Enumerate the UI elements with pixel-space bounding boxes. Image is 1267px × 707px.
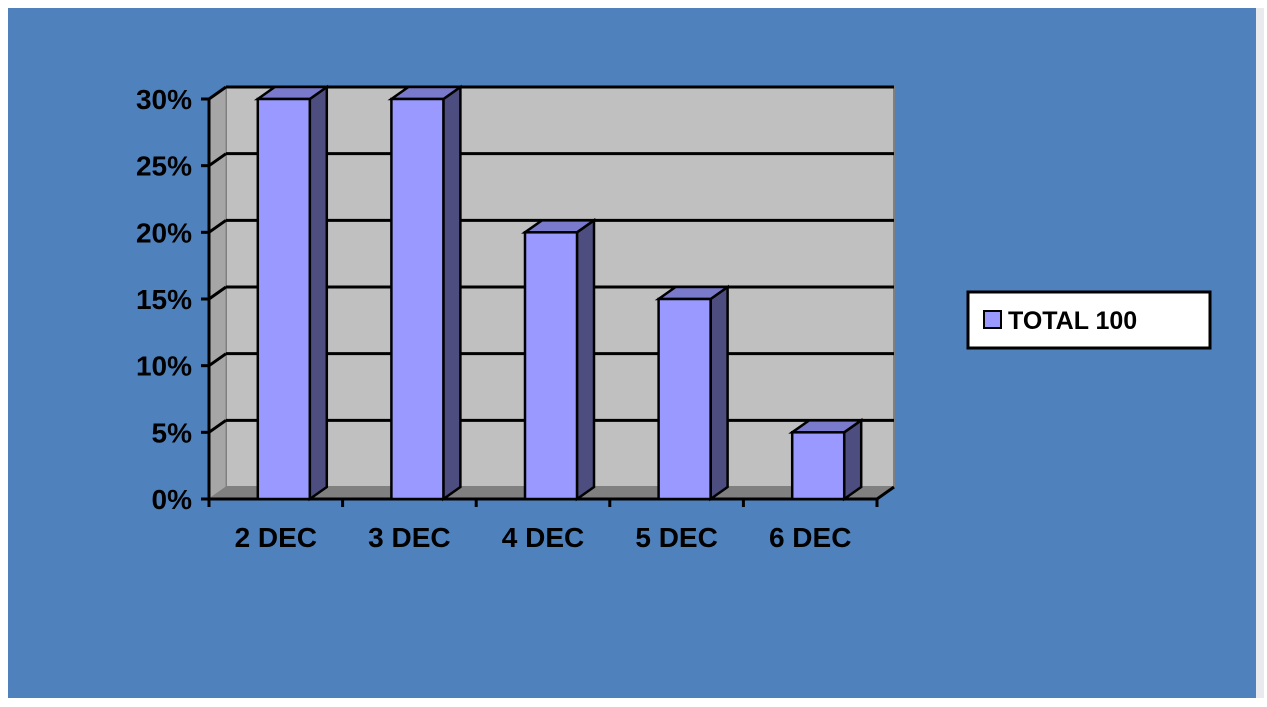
gridline-side <box>208 85 227 101</box>
legend-box <box>966 290 1212 350</box>
bar <box>788 417 866 502</box>
bar-side <box>575 217 596 502</box>
y-tick-label: 0% <box>152 484 193 515</box>
bar-side <box>842 417 863 502</box>
bar-front <box>657 297 712 501</box>
bar <box>253 84 331 502</box>
gridline-side <box>208 152 227 167</box>
x-tick-label: 2 DEC <box>235 522 317 553</box>
gridline-side <box>208 352 227 367</box>
y-tick-label: 30% <box>136 84 192 115</box>
bar-front <box>390 97 445 501</box>
x-tick-label: 4 DEC <box>502 522 584 553</box>
bar <box>654 284 732 502</box>
y-tick-label: 10% <box>136 351 192 382</box>
legend-swatch <box>983 310 1002 329</box>
x-axis-labels: 2 DEC 3 DEC 4 DEC 5 DEC 6 DEC <box>235 522 852 553</box>
x-tick-label: 5 DEC <box>635 522 717 553</box>
bar-side <box>709 284 729 502</box>
gridline-side <box>208 285 227 301</box>
legend-label: TOTAL 100 <box>1008 307 1137 335</box>
bars <box>253 84 866 502</box>
x-tick-label: 6 DEC <box>769 522 851 553</box>
bar-front <box>256 97 312 501</box>
gridline-side <box>208 419 227 434</box>
y-axis-labels: 0% 5% 10% 15% 20% 25% 30% <box>136 84 192 515</box>
bar-side <box>442 84 462 502</box>
x-tick-label: 3 DEC <box>368 522 450 553</box>
y-tick-label: 5% <box>152 417 193 448</box>
bar <box>521 217 598 502</box>
legend: TOTAL 100 <box>966 290 1212 350</box>
y-tick-label: 25% <box>136 151 192 182</box>
gridline-side <box>208 219 227 234</box>
bar <box>387 84 465 502</box>
bar-front <box>523 231 579 501</box>
y-tick-label: 15% <box>136 284 192 315</box>
bar-side <box>308 84 329 502</box>
y-tick-label: 20% <box>136 217 192 248</box>
bar-front <box>790 431 846 501</box>
floor-edge <box>876 485 895 501</box>
window-edge <box>1256 8 1264 698</box>
